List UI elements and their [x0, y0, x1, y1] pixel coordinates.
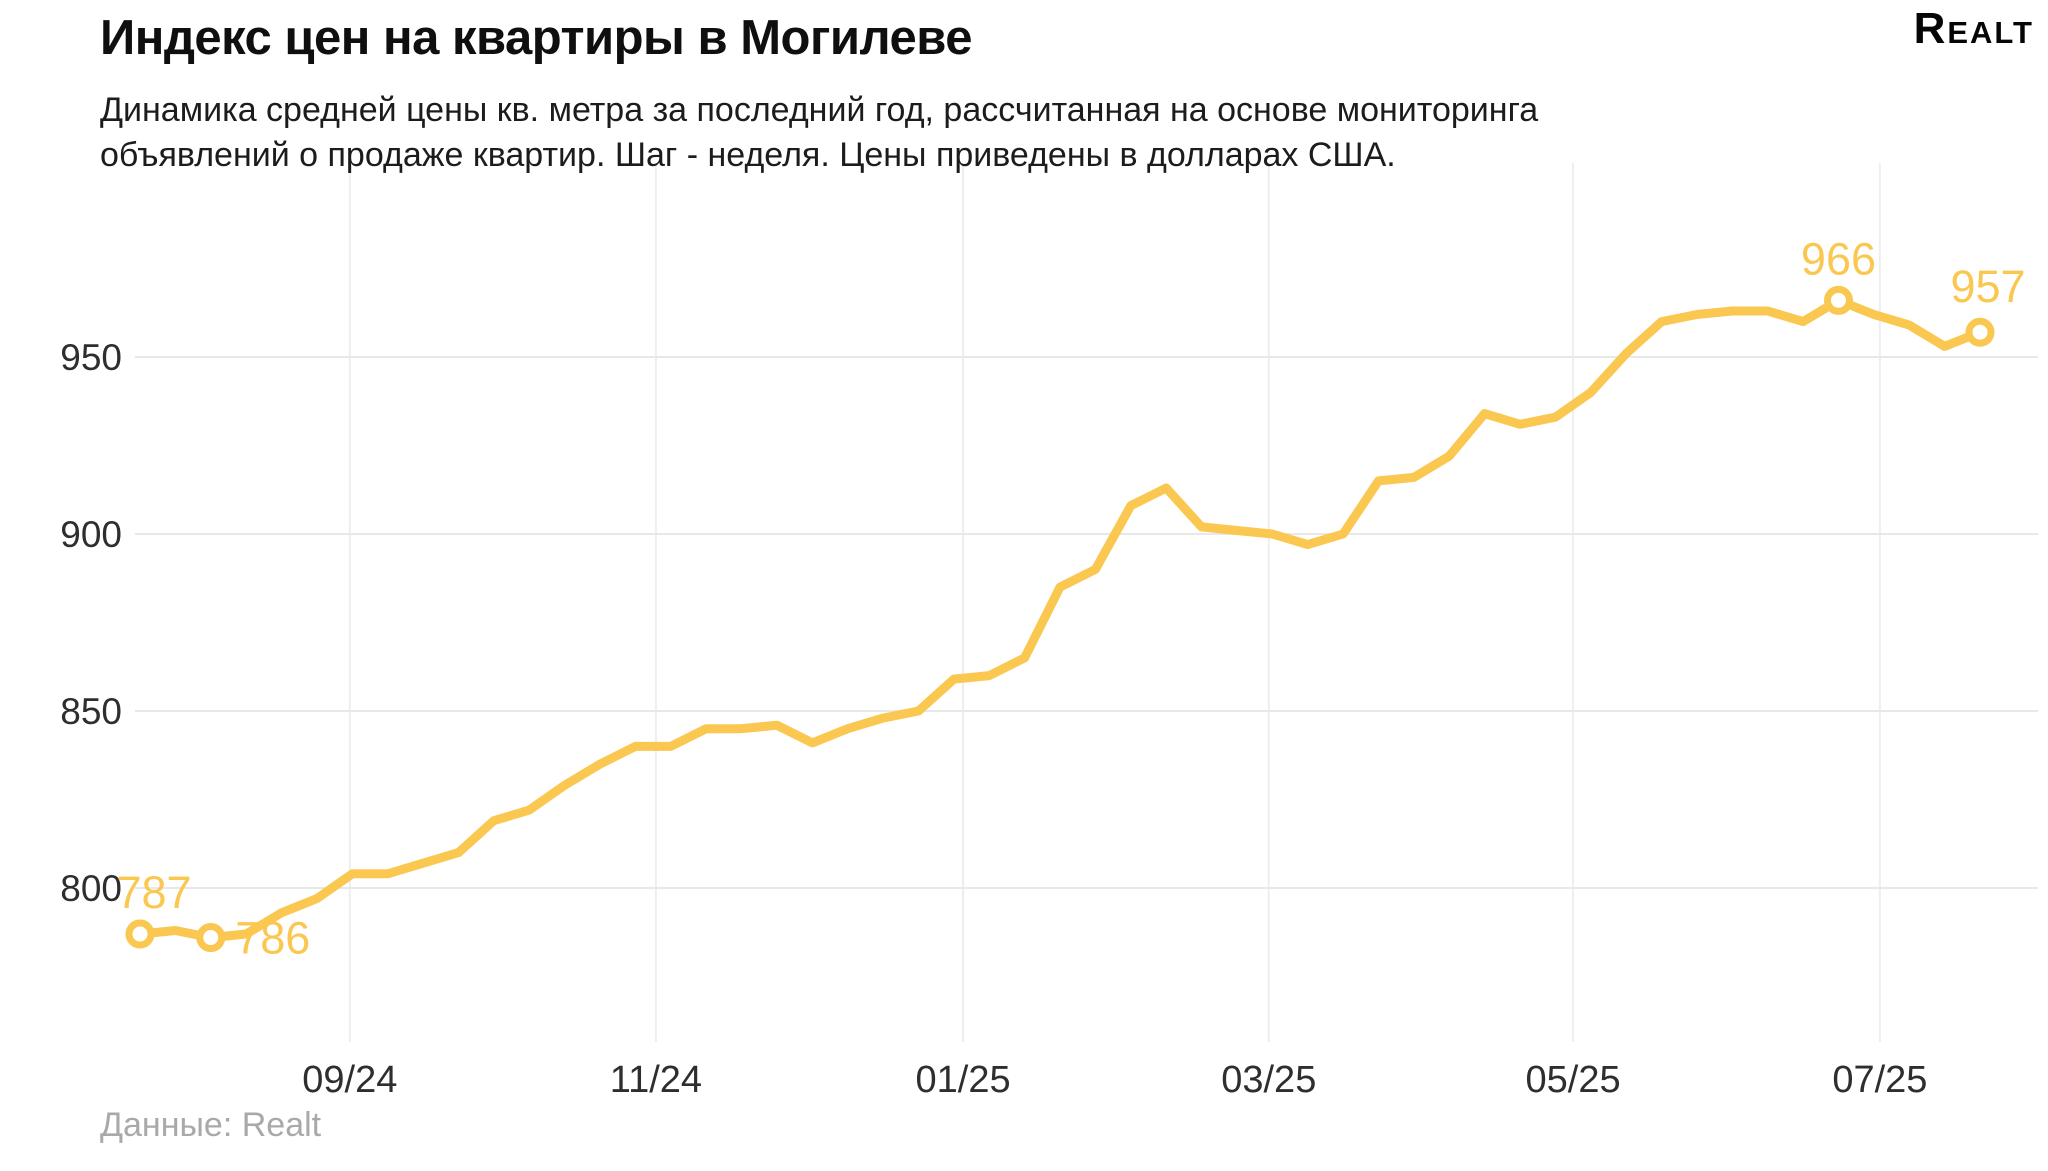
subtitle-line-2: объявлений о продаже квартир. Шаг - неде…: [100, 136, 1396, 174]
data-point-marker: [196, 923, 226, 953]
price-line: [135, 295, 1985, 943]
data-point-label: 787: [116, 867, 191, 918]
data-point-label: 966: [1801, 233, 1876, 284]
x-tick-label: 05/25: [1526, 1059, 1621, 1101]
y-tick-label: 950: [60, 337, 122, 378]
x-tick-label: 01/25: [916, 1059, 1011, 1101]
data-source-note: Данные: Realt: [100, 1106, 322, 1144]
x-tick-label: 11/24: [610, 1059, 702, 1101]
data-point-label: 957: [1950, 261, 2025, 312]
y-tick-label: 850: [60, 691, 122, 732]
page-title: Индекс цен на квартиры в Могилеве: [100, 11, 972, 65]
y-tick-label: 900: [60, 514, 122, 555]
data-point-marker: [125, 919, 155, 949]
y-tick-label: 800: [60, 868, 122, 909]
realt-logo: Realt: [1913, 4, 2034, 53]
x-tick-label: 03/25: [1221, 1059, 1316, 1101]
subtitle-line-1: Динамика средней цены кв. метра за после…: [100, 91, 1539, 129]
data-point-marker: [1823, 285, 1853, 315]
data-point-marker: [1965, 317, 1995, 347]
x-tick-label: 07/25: [1832, 1059, 1927, 1101]
data-point-label: 786: [235, 913, 310, 964]
x-tick-label: 09/24: [302, 1059, 397, 1101]
chart-subtitle: Динамика средней цены кв. метра за после…: [100, 88, 1538, 178]
